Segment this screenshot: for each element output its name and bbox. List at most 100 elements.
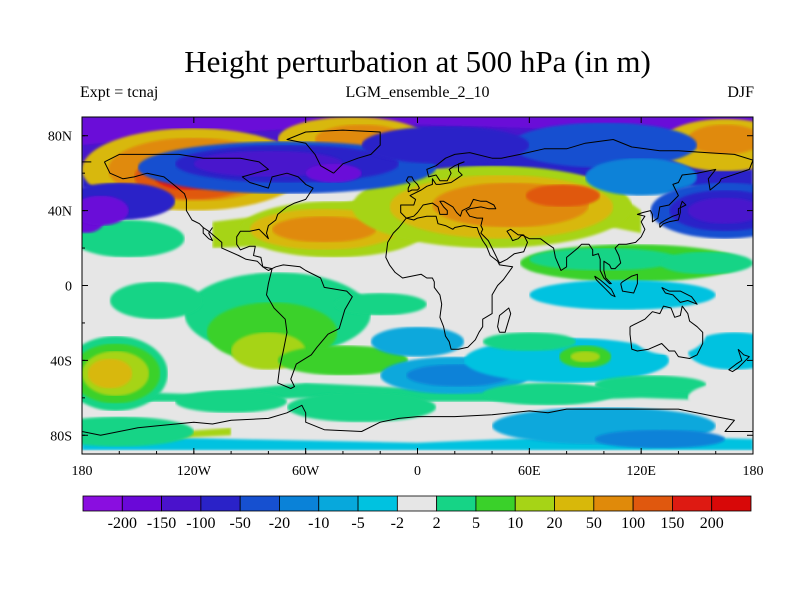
contour-patch [175, 390, 288, 413]
coastline [659, 200, 687, 228]
contour-patch [659, 251, 753, 275]
contour-patch [687, 197, 753, 224]
contour-patch [529, 279, 716, 310]
contour-patch [87, 358, 133, 389]
coastline [594, 275, 616, 298]
contour-patch [585, 158, 698, 196]
contour-patch [333, 292, 427, 316]
coastline [406, 198, 528, 264]
contour-patch [525, 184, 601, 207]
colorbar-label: 5 [472, 515, 480, 532]
y-tick-label: 40N [48, 205, 72, 220]
contour-patch [482, 382, 614, 406]
colorbar-swatch [239, 495, 280, 512]
y-tick-label: 40S [50, 354, 72, 369]
contour-patch [631, 309, 707, 355]
contour-patch [193, 150, 343, 177]
x-tick-label: 120W [177, 464, 212, 479]
contour-patch [82, 219, 185, 258]
colorbar-swatch [475, 495, 516, 512]
contour-patch [687, 124, 753, 155]
colorbar-swatch [318, 495, 359, 512]
coastline [385, 215, 514, 350]
colorbar-label: -5 [351, 515, 364, 532]
season-label: DJF [727, 84, 754, 101]
coastline [497, 307, 512, 333]
colorbar-swatch [279, 495, 320, 512]
coastline [506, 159, 753, 285]
contour-patch [570, 351, 601, 363]
colorbar-label: 150 [660, 515, 684, 532]
contour-patch [287, 392, 437, 423]
colorbar-swatch [514, 495, 555, 512]
x-tick-label: 120E [626, 464, 656, 479]
colorbar-label: -50 [230, 515, 251, 532]
map-axes: 180 120W 60W 0 60E 120E 180 80N 40N 0 40S 80S [48, 117, 764, 479]
colorbar-swatch [672, 495, 713, 512]
x-tick-label: 0 [414, 464, 421, 479]
x-tick-label: 180 [72, 464, 93, 479]
colorbar-swatch [436, 495, 477, 512]
coastline [266, 264, 353, 389]
contour-patch [687, 382, 753, 413]
colorbar-label: -20 [269, 515, 290, 532]
contour-patch [482, 332, 576, 352]
coastline [728, 348, 750, 373]
colorbar-swatch [632, 495, 673, 512]
ensemble-label: LGM_ensemble_2_10 [345, 84, 490, 101]
colorbar-label: -200 [108, 515, 137, 532]
colorbar-label: 50 [586, 515, 602, 532]
y-tick-label: 80N [48, 130, 72, 145]
colorbar-swatch [200, 495, 241, 512]
colorbar-label: -2 [391, 515, 404, 532]
contour-patch [370, 326, 465, 357]
colorbar-label: 2 [433, 515, 441, 532]
coastline [103, 161, 273, 270]
contour-patch [82, 195, 129, 226]
coastline [400, 139, 753, 219]
colorbar-swatch [554, 495, 595, 512]
colorbar-label: -10 [308, 515, 329, 532]
y-tick-label: 0 [65, 280, 72, 295]
contour-patch [361, 126, 530, 164]
colorbar-swatch [161, 495, 202, 512]
colorbar-label: 20 [547, 515, 563, 532]
colorbar-swatch [593, 495, 634, 512]
contour-patch [510, 122, 698, 168]
colorbar-swatch [357, 495, 398, 512]
colorbar-swatch [396, 495, 438, 512]
colorbar-label: 100 [621, 515, 645, 532]
coastline [661, 286, 698, 305]
colorbar-swatch [711, 495, 752, 512]
coastline [82, 404, 753, 436]
colorbar-swatch [82, 495, 123, 512]
coastline [620, 273, 638, 294]
y-tick-label: 80S [50, 429, 72, 444]
colorbar-label: 200 [700, 515, 724, 532]
contour-patch [687, 332, 753, 370]
experiment-label: Expt = tcnaj [80, 84, 159, 101]
contour-patch [594, 429, 726, 449]
coastline [104, 153, 314, 271]
contour-patch [109, 281, 204, 320]
contour-patch [272, 216, 377, 243]
colorbar-label: -100 [186, 515, 215, 532]
colorbar-label: 10 [507, 515, 523, 532]
x-tick-label: 60W [292, 464, 320, 479]
colorbar: -200 -150 -100 -50 -20 -10 -5 -2 2 5 10 20 50 100 150 2… [82, 495, 752, 532]
coastline [286, 129, 381, 174]
x-tick-label: 180 [743, 464, 764, 479]
chart-title: Height perturbation at 500 hPa (in m) [184, 44, 651, 79]
contour-patch [82, 416, 194, 447]
x-tick-label: 60E [518, 464, 541, 479]
colorbar-swatch [121, 495, 162, 512]
coastlines [82, 129, 753, 436]
coastline [202, 227, 213, 242]
contour-patch [594, 375, 707, 395]
contour-field [82, 117, 753, 454]
coastline [405, 176, 420, 193]
colorbar-label: -150 [147, 515, 176, 532]
coastline [629, 305, 704, 359]
contour-patch [277, 345, 409, 376]
